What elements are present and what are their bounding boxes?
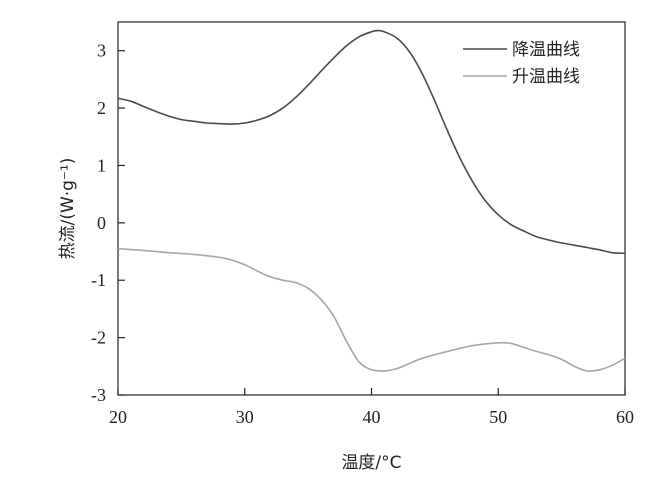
- legend-label-1: 升温曲线: [512, 67, 580, 87]
- y-tick-label: -2: [91, 328, 106, 348]
- series-line-0: [117, 29, 626, 255]
- y-tick-label: -1: [91, 270, 106, 290]
- y-tick-label: 0: [97, 213, 106, 233]
- series-line-1: [117, 247, 626, 372]
- x-tick-label: 20: [109, 407, 127, 427]
- x-tick-label: 60: [616, 407, 634, 427]
- x-tick-label: 40: [363, 407, 381, 427]
- legend-label-0: 降温曲线: [512, 40, 580, 60]
- y-tick-label: -3: [91, 385, 106, 405]
- x-tick-label: 30: [236, 407, 254, 427]
- y-axis-ticks: -3 -2 -1 0 1 2 3: [91, 41, 125, 405]
- x-tick-label: 50: [489, 407, 507, 427]
- y-axis-title: 热流/(W·g⁻¹): [58, 158, 78, 260]
- y-tick-label: 3: [97, 41, 106, 61]
- y-tick-label: 1: [97, 155, 106, 175]
- x-axis-ticks: 20 30 40 50 60: [109, 388, 634, 427]
- y-tick-label: 2: [97, 98, 106, 118]
- series-layer: [117, 29, 626, 372]
- x-axis-title: 温度/°C: [341, 453, 401, 473]
